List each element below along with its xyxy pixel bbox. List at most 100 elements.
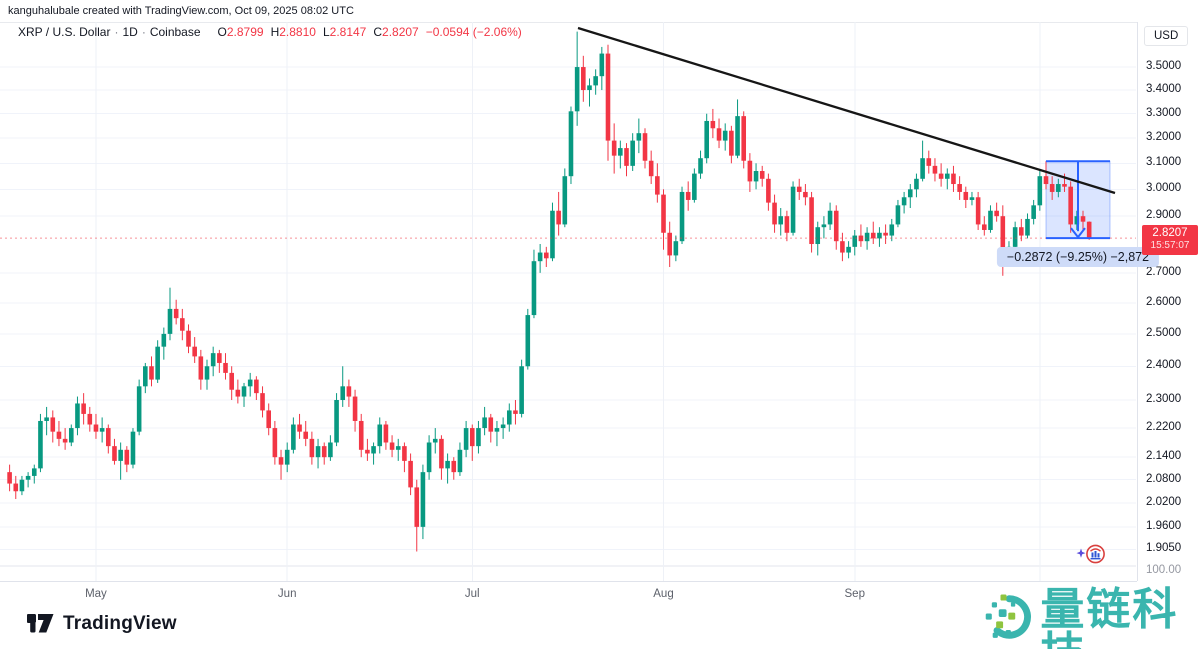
price-chart[interactable] [0,0,1200,605]
time-tick-label[interactable]: Sep [844,588,865,600]
candle-body [1074,216,1080,225]
candle-body [87,413,93,425]
time-tick-label[interactable]: May [85,588,107,600]
candle-body [346,386,352,397]
candle-body [889,224,895,236]
symbol-legend[interactable]: XRP / U.S. Dollar · 1D · Coinbase O2.8799 H2.8… [18,25,522,39]
candle-body [655,176,660,195]
candle-body [772,202,777,225]
candle-body [648,160,654,177]
candle-body [284,449,290,465]
candle-body [877,232,882,239]
price-tick-label: 1.9050 [1146,542,1182,555]
price-axis[interactable]: USD 2.8207 15:57:07 3.5000 3.4000 3.3000 3.… [1137,22,1200,581]
candle-body [494,428,500,432]
candle-body [451,460,457,473]
candle-body [531,261,537,316]
candle-body [611,140,617,156]
symbol-name[interactable]: XRP / U.S. Dollar [18,25,111,39]
candle-body [445,460,450,469]
tradingview-logo-icon [27,614,54,633]
candle-body [1012,227,1018,247]
candle-body [914,178,919,190]
candle-body [210,353,216,367]
candle-body [944,173,950,179]
candle-body [321,446,327,458]
candle-body [149,366,154,380]
descending-trendline[interactable] [577,26,1116,195]
candle-body [1056,184,1061,192]
time-tick-label[interactable]: Aug [653,588,674,600]
tradingview-logo-text: TradingView [63,613,177,634]
percent-tick-label: 100.00 [1146,564,1182,576]
range-arrow-head [1070,227,1086,239]
candle-body [112,446,117,461]
high-value: 2.8810 [279,25,316,39]
candle-body [155,346,160,380]
candle-body [599,53,605,77]
candle-body [883,232,888,236]
candle-body [895,205,901,225]
candle-body [124,449,130,465]
currency-label[interactable]: USD [1144,26,1189,46]
candle-body [574,67,580,112]
candle-body [1037,176,1043,206]
candle-body [581,67,586,91]
candle-body [587,85,592,91]
price-range-measure-label[interactable]: −0.2872 (−9.25%) −2,872 [996,247,1160,268]
candle-body [334,400,339,443]
candle-body [229,372,234,390]
candle-body [821,224,827,228]
candle-body [377,424,383,447]
candle-body [624,148,629,166]
candle-body [389,442,395,450]
candle-body [75,403,80,429]
candle-body [395,446,401,450]
candle-body [143,366,148,387]
candle-body [870,232,876,239]
candle-body [568,111,574,177]
candle-body [167,308,173,334]
candle-body [1068,186,1073,225]
candle-body [790,186,796,233]
candle-body [519,366,524,414]
tradingview-logo[interactable]: TradingView [27,613,177,635]
price-tick-label: 3.2000 [1146,131,1182,144]
candle-body [784,216,790,233]
candle-body [1025,218,1030,236]
candle-body [247,379,253,387]
candle-body [272,428,278,458]
ohlc-readout: O2.8799 H2.8810 L2.8147 C2.8207 −0.0594 (−2.… [217,25,522,39]
candle-body [803,191,808,198]
candle-body [840,241,845,253]
price-tick-label: 2.7000 [1146,265,1182,278]
low-value: 2.8147 [329,25,367,39]
candle-body [118,449,123,461]
candle-body [957,184,962,192]
candle-body [716,128,722,141]
candle-body [982,224,987,230]
candle-body [500,424,506,429]
time-axis[interactable]: May Jun Jul Aug Sep [0,581,1137,605]
exchange-label[interactable]: Coinbase [149,25,201,39]
candle-body [340,386,346,401]
interval-label[interactable]: 1D [122,25,138,39]
time-tick-label[interactable]: Jun [277,588,297,600]
candle-body [31,468,37,476]
candle-body [309,438,315,458]
candle-body [766,178,771,203]
header-divider [0,22,1200,23]
candle-body [303,431,309,439]
candle-body [25,475,31,480]
candle-body [661,194,666,233]
candle-body [291,424,296,450]
watermark-title: 量链科技 [1040,585,1179,649]
price-tick-label: 2.6000 [1146,295,1182,308]
candle-body [846,246,851,253]
change-value: −0.0594 (−2.06%) [425,25,522,39]
price-tick-label: 2.0800 [1146,472,1182,485]
time-tick-label[interactable]: Jul [464,588,480,600]
candle-body [136,386,142,432]
candle-body [562,176,568,225]
candle-body [371,446,376,454]
